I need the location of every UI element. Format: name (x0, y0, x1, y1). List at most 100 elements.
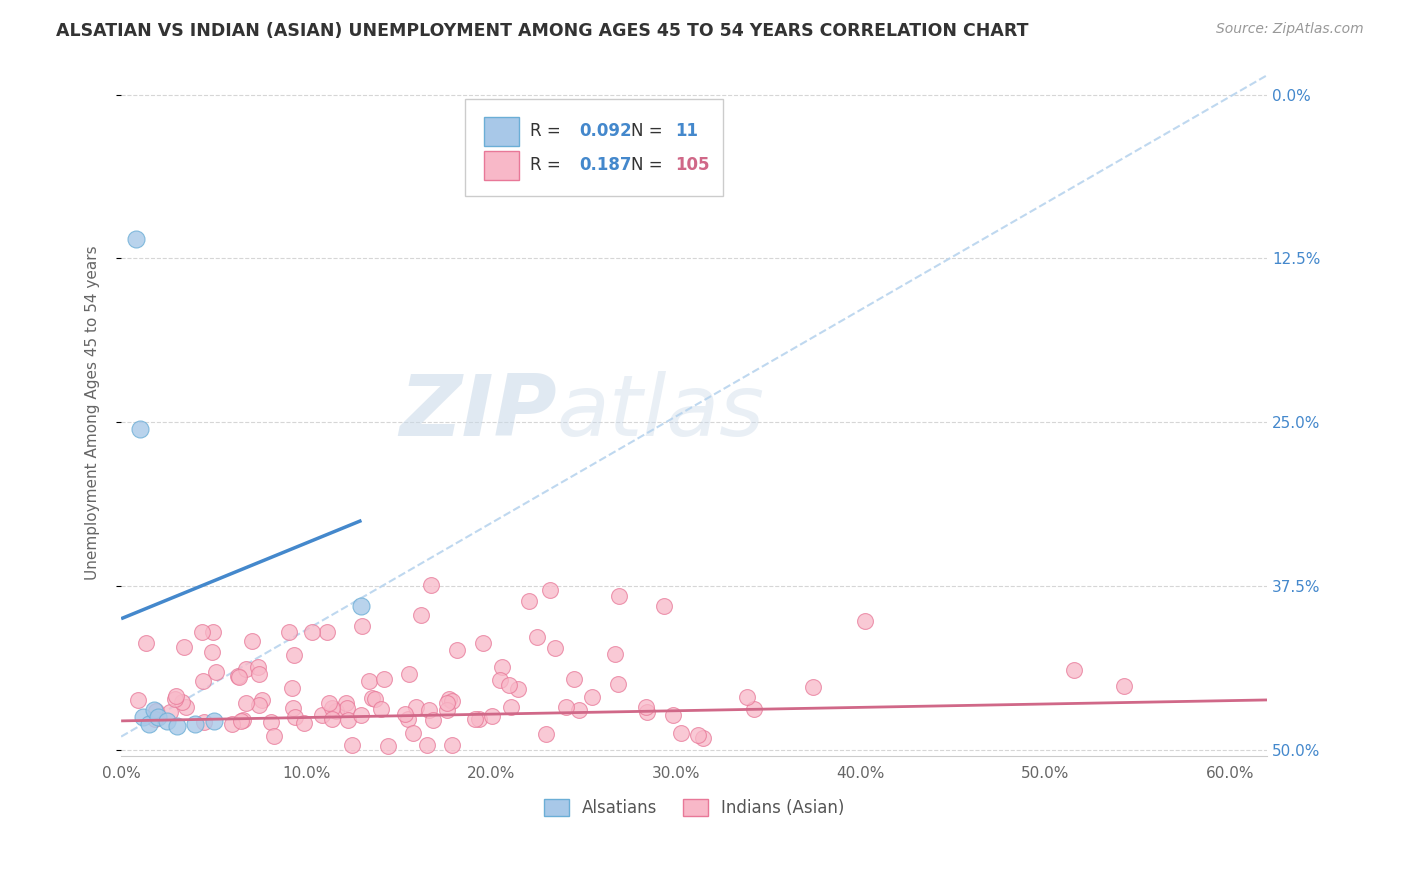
Point (176, 699, 198, 714)
Point (735, 690, 758, 705)
Point (145, 704, 167, 718)
Point (377, 739, 399, 753)
Point (508, 681, 530, 696)
Point (159, 706, 181, 720)
Point (471, 635, 494, 649)
Point (193, 674, 215, 689)
Point (336, 701, 359, 715)
Point (401, 726, 423, 740)
Point (440, 694, 463, 708)
Point (742, 702, 765, 716)
Point (416, 739, 439, 753)
Point (544, 640, 567, 655)
Point (321, 712, 343, 726)
Point (205, 665, 228, 680)
Point (335, 696, 357, 710)
Point (135, 636, 157, 650)
Point (398, 666, 420, 681)
Text: atlas: atlas (557, 371, 765, 454)
Point (235, 696, 257, 710)
Point (468, 712, 491, 726)
Text: R =: R = (530, 122, 567, 140)
Point (440, 738, 463, 752)
Point (165, 690, 187, 704)
Point (538, 583, 561, 598)
Point (284, 710, 307, 724)
Point (526, 630, 548, 644)
Point (489, 673, 512, 687)
Point (143, 703, 166, 717)
Point (534, 727, 557, 741)
Point (166, 719, 188, 733)
Point (301, 624, 323, 639)
Point (201, 624, 224, 639)
Point (146, 710, 169, 724)
Point (156, 714, 179, 728)
Point (581, 690, 603, 704)
Point (278, 624, 301, 639)
Point (437, 692, 460, 706)
Y-axis label: Unemployment Among Ages 45 to 54 years: Unemployment Among Ages 45 to 54 years (86, 245, 100, 580)
Point (491, 660, 513, 674)
FancyBboxPatch shape (485, 151, 519, 180)
Point (337, 713, 360, 727)
Point (165, 692, 187, 706)
Point (138, 716, 160, 731)
Legend: Alsatians, Indians (Asian): Alsatians, Indians (Asian) (537, 792, 851, 823)
Text: N =: N = (631, 122, 668, 140)
Point (201, 645, 224, 659)
Point (1112, 680, 1135, 694)
Point (688, 728, 710, 742)
Point (671, 726, 693, 740)
Point (603, 647, 626, 661)
Text: ZIP: ZIP (399, 371, 557, 454)
Point (283, 648, 305, 662)
Point (654, 599, 676, 613)
Text: Source: ZipAtlas.com: Source: ZipAtlas.com (1216, 22, 1364, 37)
Point (352, 618, 374, 632)
Point (418, 702, 440, 716)
Point (498, 678, 520, 692)
Text: 105: 105 (675, 156, 709, 175)
Point (231, 714, 253, 728)
Point (228, 670, 250, 684)
Point (394, 706, 416, 721)
Point (1063, 663, 1085, 677)
Point (636, 699, 658, 714)
Point (132, 710, 155, 724)
Point (143, 713, 166, 727)
Point (247, 667, 270, 681)
FancyBboxPatch shape (485, 117, 519, 145)
Point (436, 703, 458, 717)
Point (325, 704, 347, 718)
Point (396, 712, 419, 726)
Point (373, 672, 395, 686)
Point (567, 703, 589, 717)
Point (184, 716, 207, 731)
Point (263, 729, 285, 743)
Point (446, 642, 468, 657)
Point (501, 699, 523, 714)
Point (692, 731, 714, 745)
Point (221, 716, 243, 731)
Point (260, 715, 283, 730)
Point (422, 713, 444, 727)
Point (853, 614, 876, 628)
Point (127, 692, 149, 706)
Text: ALSATIAN VS INDIAN (ASIAN) UNEMPLOYMENT AMONG AGES 45 TO 54 YEARS CORRELATION CH: ALSATIAN VS INDIAN (ASIAN) UNEMPLOYMENT … (56, 22, 1029, 40)
Point (607, 589, 630, 603)
Point (350, 708, 373, 723)
Point (232, 713, 254, 727)
FancyBboxPatch shape (465, 100, 723, 195)
Point (321, 701, 343, 715)
Point (193, 714, 215, 729)
Point (235, 662, 257, 676)
Point (125, 232, 148, 246)
Point (128, 422, 150, 436)
Point (464, 711, 486, 725)
Point (242, 634, 264, 648)
Point (246, 659, 269, 673)
Point (191, 624, 214, 639)
Point (420, 578, 443, 592)
Point (607, 677, 630, 691)
